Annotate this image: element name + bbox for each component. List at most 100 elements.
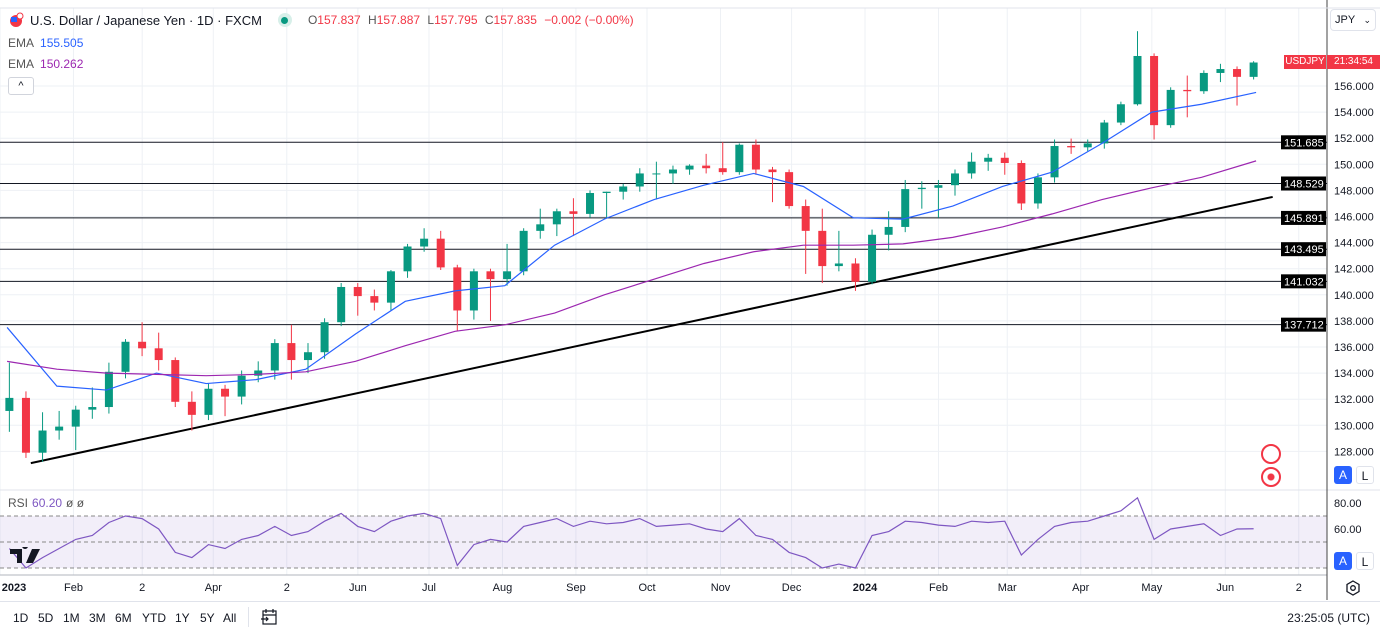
price-tick-label: 130.000 [1334,420,1374,432]
candle-body [71,409,80,427]
bottom-toolbar: 1D 5D 1M 3M 6M YTD 1Y 5Y All 23:25:05 (U… [0,601,1380,632]
rsi-auto-scale-button[interactable]: A [1334,552,1352,570]
price-tick-label: 136.000 [1334,342,1374,354]
ema-legend-fast[interactable]: EMA 155.505 [8,36,84,50]
candle [785,169,794,209]
candle [586,190,595,218]
bar-countdown: 21:34:54 [1327,55,1380,69]
candle [420,228,429,252]
candle [635,168,644,192]
candle-body [88,407,97,410]
candle [221,384,230,417]
candle-body [121,341,130,372]
candle-body [353,286,362,297]
candle [303,343,312,374]
utc-clock[interactable]: 23:25:05 (UTC) [1287,611,1370,625]
candle [154,332,163,371]
candle [1216,63,1225,83]
range-3m-button[interactable]: 3M [89,611,106,625]
candle-body [569,211,578,214]
candle [1100,119,1109,149]
symbol-price-tag: USDJPY [1284,55,1326,69]
candle [337,283,346,327]
rsi-log-scale-button[interactable]: L [1356,552,1374,570]
time-tick-label: Mar [998,582,1017,594]
candle-body [237,375,246,397]
candle [552,208,561,237]
time-tick-label: 2024 [853,582,878,594]
range-ytd-button[interactable]: YTD [142,611,166,625]
range-1m-button[interactable]: 1M [63,611,80,625]
go-to-date-icon[interactable] [260,608,278,626]
collapse-legend-button[interactable]: ^ [8,77,34,95]
candle-body [702,165,711,169]
currency-select[interactable]: JPY ⌄ [1330,9,1376,31]
candle [469,268,478,320]
candle [668,165,677,184]
range-5y-button[interactable]: 5Y [200,611,215,625]
candle-body [619,186,628,192]
time-tick-label: 2 [284,582,290,594]
candle-body [187,401,196,415]
candle-body [154,348,163,361]
candle-body [1100,122,1109,144]
candle-body [868,234,877,282]
candle [353,283,362,316]
level-price-label: 137.712 [1284,320,1324,332]
candle [1199,70,1208,94]
rsi-legend[interactable]: RSI 60.20 ø ø [8,496,85,510]
event-marker-icon[interactable] [1261,467,1281,487]
range-6m-button[interactable]: 6M [115,611,132,625]
settings-icon[interactable] [1345,580,1361,596]
candle-body [735,144,744,173]
candle-body [1050,146,1059,178]
candle [1000,152,1009,175]
candle-body [602,191,611,194]
price-tick-label: 144.000 [1334,238,1374,250]
ema-fast-line [6,91,1257,391]
time-tick-label: Oct [638,582,655,594]
auto-scale-button[interactable]: A [1334,466,1352,484]
candle [287,324,296,380]
candle [934,179,943,218]
level-price-tag [1281,210,1326,225]
candle [1166,87,1175,128]
price-tick-label: 138.000 [1334,316,1374,328]
level-price-tag [1281,317,1326,332]
price-tick-label: 156.000 [1334,81,1374,93]
level-price-tag [1281,176,1326,191]
candle [370,289,379,311]
us-event-icon[interactable] [1261,444,1281,464]
candle [71,405,80,451]
range-5d-button[interactable]: 5D [38,611,54,625]
range-all-button[interactable]: All [223,611,237,625]
log-scale-button[interactable]: L [1356,466,1374,484]
time-tick-label: Sep [566,582,586,594]
candle-body [5,397,14,411]
price-tick-label: 128.000 [1334,446,1374,458]
candle [1033,173,1042,209]
candle [519,228,528,276]
symbol-title[interactable]: U.S. Dollar / Japanese Yen · 1D · FXCM [30,12,262,28]
tradingview-logo[interactable] [10,547,42,565]
candle-body [1067,146,1076,148]
candle [901,179,910,233]
ema-legend-slow[interactable]: EMA 150.262 [8,57,84,71]
level-price-tag [1281,274,1326,289]
price-tick-label: 140.000 [1334,290,1374,302]
range-1y-button[interactable]: 1Y [175,611,190,625]
candle [1249,61,1258,80]
candle [1067,138,1076,154]
candle-body [1183,89,1192,92]
price-tick-label: 154.000 [1334,107,1374,119]
range-1d-button[interactable]: 1D [13,611,29,625]
candle [1183,75,1192,118]
candle [951,169,959,196]
toolbar-divider [248,607,249,627]
candle [171,357,180,408]
symbol-legend: U.S. Dollar / Japanese Yen · 1D · FXCM O… [8,12,638,28]
candle [735,143,744,175]
candle-body [38,430,47,453]
time-tick-label: 2 [139,582,145,594]
